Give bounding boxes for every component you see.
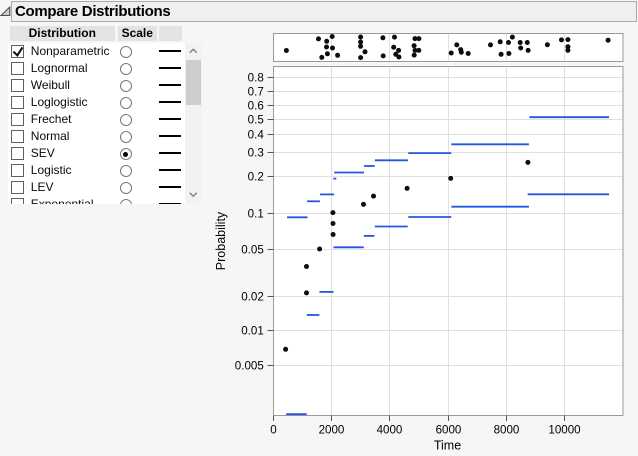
svg-text:0.7: 0.7 (248, 86, 264, 99)
svg-text:0.5: 0.5 (248, 114, 264, 127)
svg-text:6000: 6000 (436, 424, 462, 437)
svg-text:0.05: 0.05 (241, 244, 264, 257)
svg-text:8000: 8000 (494, 424, 520, 437)
svg-text:0.02: 0.02 (241, 291, 264, 304)
svg-text:0.1: 0.1 (248, 208, 264, 221)
svg-text:10000: 10000 (548, 424, 580, 437)
svg-text:0: 0 (270, 424, 276, 437)
svg-text:0.2: 0.2 (248, 171, 264, 184)
svg-text:2000: 2000 (319, 424, 345, 437)
svg-text:0.8: 0.8 (248, 72, 264, 85)
svg-text:Time: Time (434, 438, 461, 452)
svg-text:Probability: Probability (214, 211, 228, 270)
svg-text:0.4: 0.4 (248, 129, 265, 142)
svg-text:4000: 4000 (377, 424, 403, 437)
svg-text:0.005: 0.005 (235, 360, 264, 373)
svg-text:0.3: 0.3 (248, 147, 264, 160)
svg-text:0.6: 0.6 (248, 100, 264, 113)
svg-text:0.01: 0.01 (241, 325, 264, 338)
